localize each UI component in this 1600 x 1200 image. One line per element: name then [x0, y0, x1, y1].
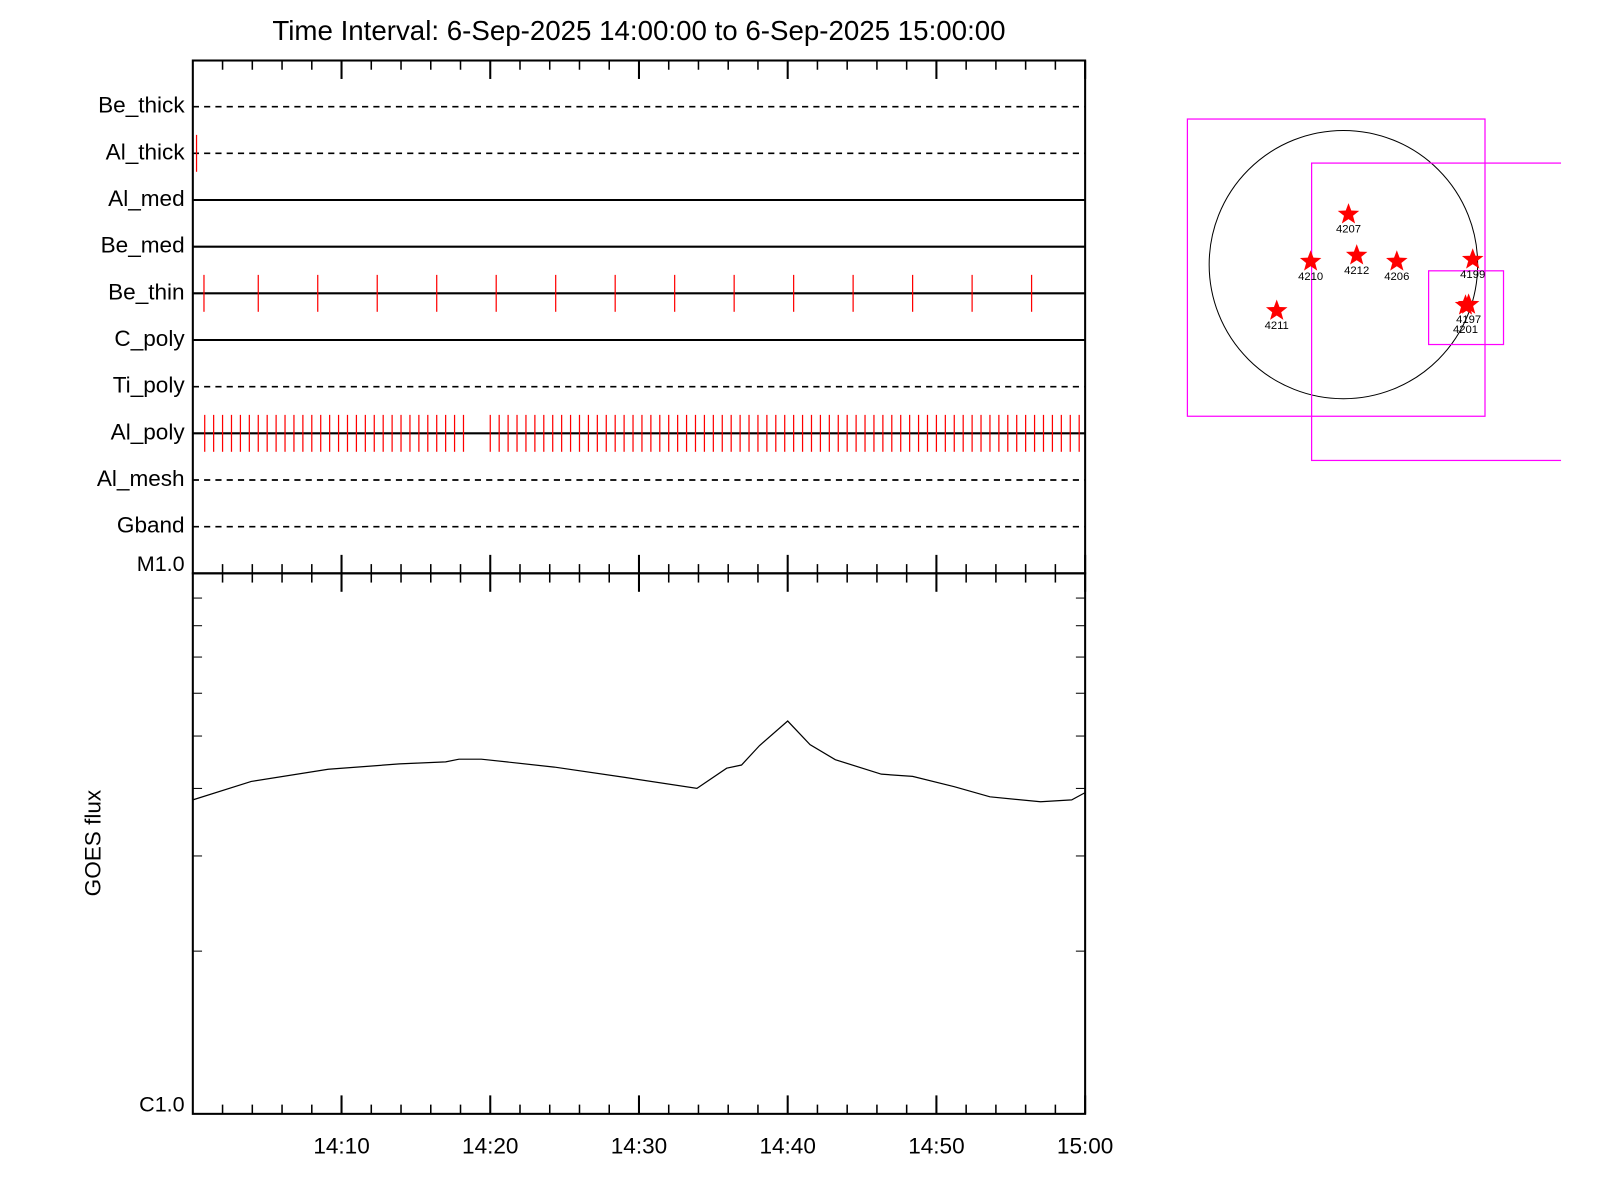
y-axis-label: GOES flux [80, 789, 105, 896]
flux-line [192, 720, 1086, 803]
row-label: Ti_poly [113, 373, 186, 398]
row-label: Al_poly [111, 419, 186, 444]
row-label: Be_med [101, 233, 185, 258]
active-region-label: 4211 [1265, 320, 1289, 332]
goes-frame [191, 572, 1087, 1115]
active-region-label: 4199 [1460, 269, 1485, 281]
x-tick-label: 14:20 [462, 1134, 518, 1159]
active-region-marker [1454, 294, 1477, 315]
row-label: Al_thick [106, 139, 186, 164]
row-label: Be_thick [98, 93, 185, 118]
fov-box [1186, 118, 1486, 417]
row-label: Be_thin [108, 279, 184, 304]
x-tick-label: 14:50 [908, 1134, 964, 1159]
active-region-marker [1345, 244, 1368, 265]
x-tick-label: 14:30 [611, 1134, 667, 1159]
fov-box [1428, 270, 1505, 346]
fov-box [1310, 162, 1562, 462]
row-label: C_poly [114, 326, 185, 351]
active-region-label: 4206 [1384, 271, 1409, 283]
y-tick-label: M1.0 [137, 552, 185, 576]
active-region-marker [1386, 250, 1408, 271]
timeline-frame [191, 59, 1087, 575]
active-region-marker [1265, 299, 1288, 320]
active-region-label: 4212 [1344, 265, 1369, 277]
active-region-label: 4210 [1298, 271, 1323, 283]
x-tick-label: 14:10 [313, 1134, 369, 1159]
row-label: Gband [117, 513, 185, 538]
active-region-label: 4197 [1456, 314, 1481, 326]
active-region-marker [1337, 203, 1360, 224]
x-tick-label: 14:40 [759, 1134, 815, 1159]
active-region-label: 4201 [1453, 324, 1478, 336]
chart-title: Time Interval: 6-Sep-2025 14:00:00 to 6-… [272, 15, 1005, 46]
x-tick-label: 15:00 [1057, 1134, 1113, 1159]
active-region-marker [1299, 250, 1322, 271]
row-label: Al_med [108, 186, 184, 211]
y-tick-label: C1.0 [139, 1092, 184, 1116]
active-region-label: 4207 [1336, 224, 1361, 236]
active-region-marker [1461, 248, 1484, 269]
row-label: Al_mesh [97, 466, 185, 491]
